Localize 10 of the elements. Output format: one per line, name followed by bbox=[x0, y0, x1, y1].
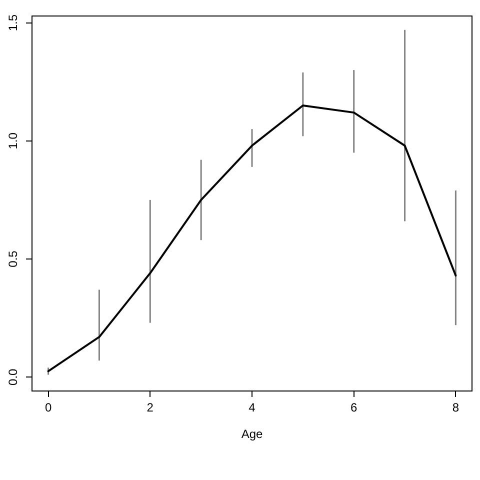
y-tick-label: 0.5 bbox=[6, 250, 20, 268]
x-tick-label: 8 bbox=[452, 400, 460, 415]
y-tick-label: 0.0 bbox=[6, 368, 20, 386]
y-tick-label: 1.0 bbox=[6, 132, 20, 150]
x-tick-label: 0 bbox=[44, 400, 52, 415]
x-tick-label: 6 bbox=[350, 400, 358, 415]
y-tick-label: 1.5 bbox=[6, 14, 20, 32]
x-tick-label: 2 bbox=[146, 400, 154, 415]
x-axis-title: Age bbox=[241, 427, 263, 442]
x-tick-label: 4 bbox=[248, 400, 256, 415]
